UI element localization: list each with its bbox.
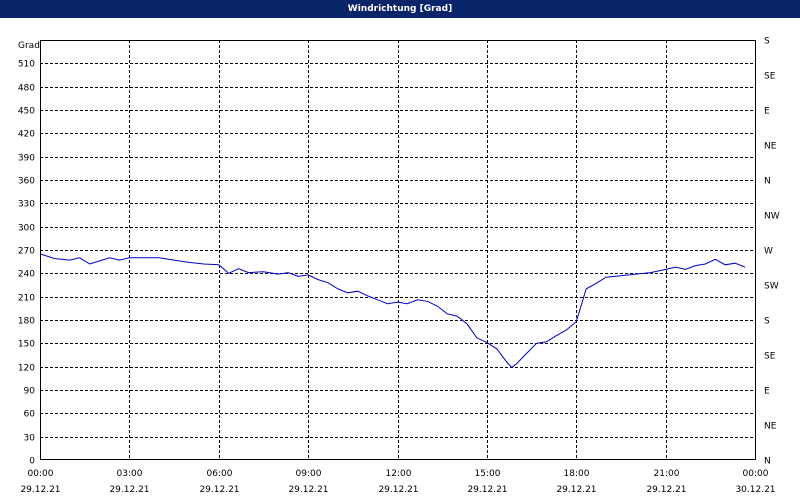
y-tick-label-right: W	[764, 247, 773, 257]
y-tick-label-right: E	[764, 107, 770, 117]
y-tick-label-right: SE	[764, 72, 776, 82]
y-tick-label-left: 150	[18, 340, 35, 350]
x-tick-date: 29.12.21	[109, 485, 149, 495]
y-tick-label-right: NE	[764, 422, 777, 432]
y-tick-label-left: 120	[18, 364, 35, 374]
y-tick-label-left: 300	[18, 224, 35, 234]
y-ticks-left: 0 30 60 90 120 150 180 210 240 270 300 330 360 390 420…	[18, 60, 35, 467]
y-tick-label-left: 450	[18, 107, 35, 117]
wind-direction-chart: Grad 0 30 60 90 120 150 180 210 240 270 300 330 360 3…	[18, 37, 780, 496]
y-tick-label-left: 480	[18, 84, 35, 94]
x-tick-date: 29.12.21	[556, 485, 596, 495]
x-tick-time: 00:00	[743, 469, 769, 479]
x-tick-time: 15:00	[475, 469, 501, 479]
y-tick-label-left: 270	[18, 247, 35, 257]
x-tick-time: 21:00	[654, 469, 680, 479]
series-layer	[39, 253, 746, 369]
x-tick-date: 29.12.21	[288, 485, 328, 495]
y-tick-label-right: SE	[764, 352, 776, 362]
y-tick-label-right: N	[764, 177, 771, 187]
y-tick-label-right: S	[764, 37, 770, 47]
x-tick-date: 29.12.21	[199, 485, 239, 495]
plot-frame	[40, 40, 756, 460]
y-tick-label-left: 510	[18, 60, 35, 70]
x-tick-date: 29.12.21	[20, 485, 60, 495]
x-tick-date: 30.12.21	[735, 485, 775, 495]
x-tick-date: 29.12.21	[467, 485, 507, 495]
y-tick-label-right: E	[764, 387, 770, 397]
x-tick-date: 29.12.21	[378, 485, 418, 495]
x-ticks: 00:00 29.12.21 03:00 29.12.21 06:00 29.12.21 0…	[20, 469, 775, 495]
y-tick-label-left: 390	[18, 154, 35, 164]
x-tick-time: 09:00	[296, 469, 322, 479]
x-tick-time: 00:00	[28, 469, 54, 479]
y-tick-label-left: 240	[18, 270, 35, 280]
y-tick-label-left: 360	[18, 177, 35, 187]
y-axis-label: Grad	[18, 41, 40, 51]
x-tick-time: 18:00	[564, 469, 590, 479]
y-tick-label-left: 0	[29, 457, 35, 467]
y-tick-label-right: N	[764, 457, 771, 467]
x-tick-time: 06:00	[207, 469, 233, 479]
wind-direction-series-line	[39, 253, 746, 369]
y-tick-label-left: 210	[18, 294, 35, 304]
x-tick-date: 29.12.21	[646, 485, 686, 495]
x-tick-time: 12:00	[386, 469, 412, 479]
x-tick-time: 03:00	[117, 469, 143, 479]
y-tick-label-left: 180	[18, 317, 35, 327]
grid-layer	[40, 40, 755, 460]
y-tick-label-left: 30	[24, 434, 36, 444]
y-ticks-right: N NE E SE S SW W NW N NE E SE S	[764, 37, 780, 467]
y-tick-label-left: 330	[18, 200, 35, 210]
y-tick-label-left: 420	[18, 130, 35, 140]
y-tick-label-right: SW	[764, 282, 779, 292]
y-tick-label-left: 90	[24, 387, 36, 397]
y-tick-label-right: NE	[764, 142, 777, 152]
y-tick-label-right: NW	[764, 212, 780, 222]
y-tick-label-right: S	[764, 317, 770, 327]
window-title: Windrichtung [Grad]	[0, 0, 800, 18]
y-tick-label-left: 60	[24, 410, 36, 420]
